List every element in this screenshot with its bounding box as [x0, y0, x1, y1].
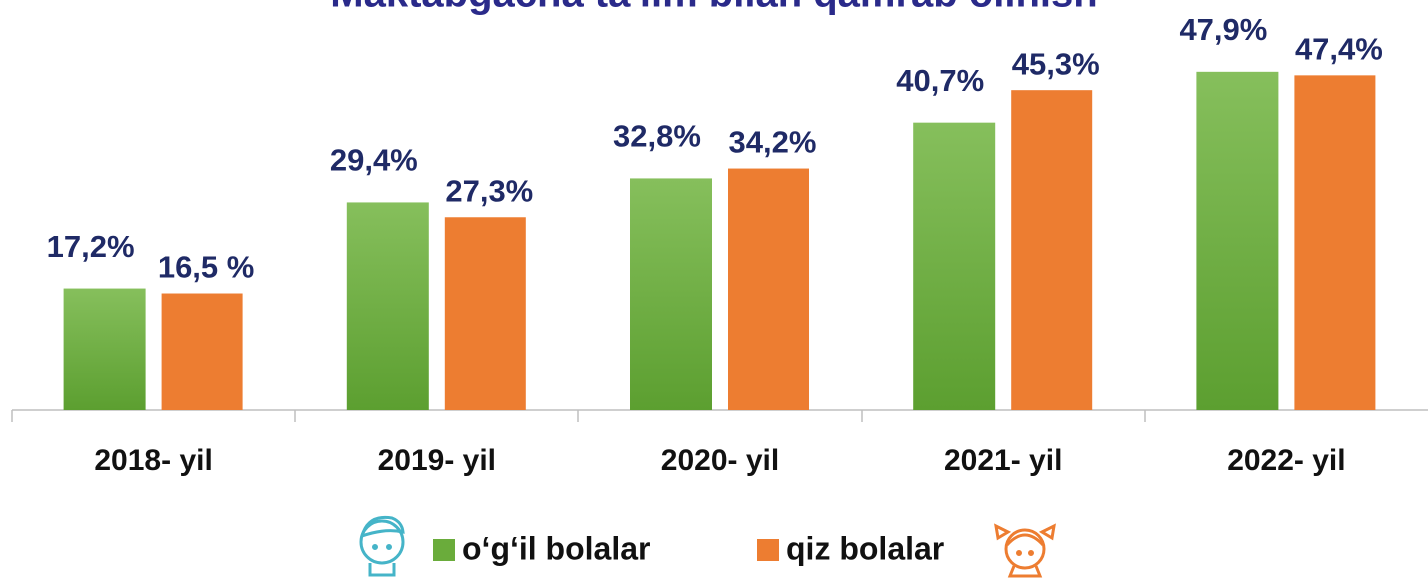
bar [346, 202, 429, 410]
girl-icon [994, 523, 1056, 578]
legend-swatch [433, 539, 455, 561]
bar [1294, 75, 1376, 410]
bar [728, 168, 809, 410]
value-label: 45,3% [1012, 46, 1100, 81]
legend-label: o‘g‘il bolalar [462, 530, 650, 566]
chart-title: Maktabgacha ta'lim bilan qamrab olinish [330, 0, 1097, 16]
value-label: 16,5 % [158, 250, 255, 285]
x-tick-label: 2018- yil [94, 444, 212, 477]
bar [913, 122, 996, 411]
legend-label: qiz bolalar [786, 530, 944, 566]
value-label: 29,4% [330, 143, 418, 178]
bar [444, 217, 526, 410]
legend-swatch [757, 539, 779, 561]
value-label: 47,9% [1179, 12, 1267, 47]
x-tick-label: 2019- yil [378, 444, 496, 477]
bar [630, 178, 712, 410]
boy-icon [359, 515, 405, 577]
bar [1196, 71, 1279, 411]
x-tick-label: 2021- yil [944, 444, 1062, 477]
x-tick-label: 2022- yil [1227, 444, 1345, 477]
bar [1011, 90, 1093, 410]
x-tick-label: 2020- yil [661, 444, 779, 477]
value-label: 47,4% [1295, 32, 1383, 67]
bar [161, 293, 243, 410]
bar [63, 288, 146, 410]
value-label: 17,2% [47, 229, 135, 264]
x-axis [11, 409, 1428, 422]
value-label: 40,7% [896, 63, 984, 98]
value-label: 32,8% [613, 119, 701, 154]
value-label: 27,3% [445, 173, 533, 208]
value-label: 34,2% [729, 125, 817, 160]
